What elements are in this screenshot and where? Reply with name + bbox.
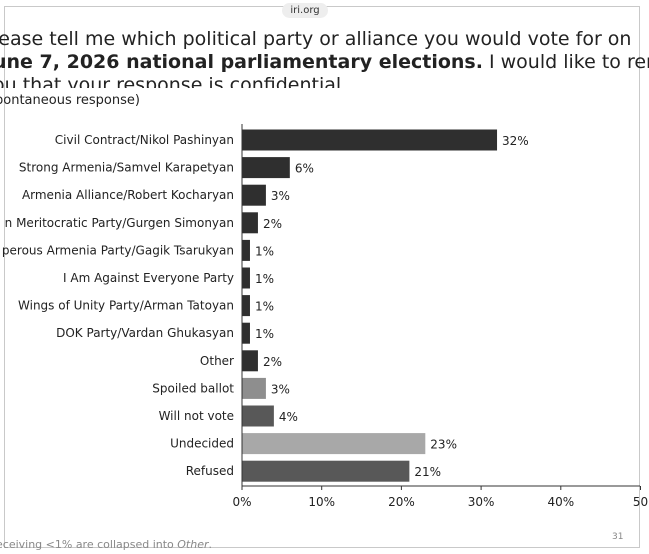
category-label: Will not vote — [159, 409, 234, 423]
bar — [242, 184, 266, 206]
category-label: n Meritocratic Party/Gurgen Simonyan — [5, 216, 234, 230]
bar — [242, 129, 498, 151]
bar — [242, 322, 250, 344]
site-badge: iri.org — [282, 3, 328, 18]
bar — [242, 157, 290, 179]
data-label: 2% — [263, 355, 282, 369]
category-label: DOK Party/Vardan Ghukasyan — [56, 326, 234, 340]
data-label: 1% — [255, 300, 274, 314]
bar — [242, 267, 250, 289]
bar — [242, 295, 250, 317]
question-line-2-rest: I would like to remind — [488, 51, 649, 73]
category-label: I Am Against Everyone Party — [63, 271, 234, 285]
data-label: 6% — [295, 162, 314, 176]
bar — [242, 405, 274, 427]
spontaneous-note: pontaneous response) — [0, 93, 140, 108]
category-label: Refused — [186, 464, 234, 478]
footnote-text: eceiving <1% are collapsed into — [0, 538, 178, 551]
category-label: Spoiled ballot — [152, 381, 234, 395]
x-tick-label: 40% — [547, 495, 574, 509]
bar — [242, 212, 258, 234]
x-tick-label: 50 — [633, 495, 648, 509]
question-line-1: lease tell me which political party or a… — [0, 28, 632, 50]
category-label: Civil Contract/Nikol Pashinyan — [55, 133, 234, 147]
footnote: eceiving <1% are collapsed into Other. — [0, 538, 212, 551]
data-label: 4% — [279, 410, 298, 424]
footnote-end: . — [208, 538, 213, 551]
category-label: Wings of Unity Party/Arman Tatoyan — [18, 299, 234, 313]
data-label: 1% — [255, 272, 274, 286]
data-label: 1% — [255, 244, 274, 258]
data-label: 1% — [255, 327, 274, 341]
bar — [242, 460, 410, 482]
question-date-bold: une 7, 2026 national parliamentary elect… — [0, 51, 483, 73]
x-tick-label: 20% — [388, 495, 415, 509]
data-label: 3% — [271, 189, 290, 203]
bar — [242, 239, 250, 261]
category-label: Undecided — [170, 437, 234, 451]
category-label: perous Armenia Party/Gagik Tsarukyan — [2, 243, 234, 257]
question-title: lease tell me which political party or a… — [0, 28, 649, 88]
data-label: 32% — [502, 134, 529, 148]
slide-frame — [4, 6, 640, 548]
category-label: Other — [200, 354, 234, 368]
data-label: 3% — [271, 382, 290, 396]
page-number: 31 — [612, 532, 624, 542]
question-line-2: une 7, 2026 national parliamentary elect… — [0, 51, 649, 74]
x-tick-label: 0% — [232, 495, 251, 509]
x-tick-label: 30% — [468, 495, 495, 509]
data-label: 21% — [414, 465, 441, 479]
data-label: 23% — [430, 438, 457, 452]
category-label: Strong Armenia/Samvel Karapetyan — [19, 161, 234, 175]
category-label: Armenia Alliance/Robert Kocharyan — [22, 188, 234, 202]
footnote-italic: Other — [177, 538, 209, 551]
x-tick-label: 10% — [308, 495, 335, 509]
data-label: 2% — [263, 217, 282, 231]
bar — [242, 377, 266, 399]
bar — [242, 433, 426, 455]
bar — [242, 350, 258, 372]
question-line-3: ou that your response is confidential. — [0, 74, 348, 88]
